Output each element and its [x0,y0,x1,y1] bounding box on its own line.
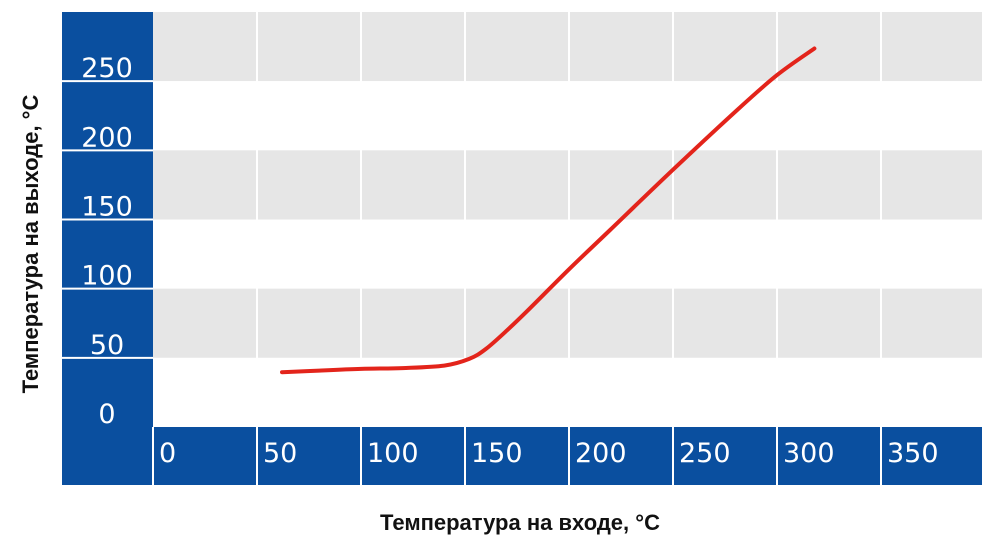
grid-band [153,81,982,151]
x-tick-label: 350 [887,438,939,469]
x-tick-label: 100 [367,438,419,469]
x-tick-label: 150 [471,438,523,469]
y-tick-label: 200 [81,122,133,153]
y-axis-band: 0 50 100 150 200 250 [62,12,153,430]
y-tick-label: 100 [81,261,133,292]
y-axis-title: Температура на выходе, °C [18,95,43,394]
x-axis-band: 0 50 100 150 200 250 300 350 [62,427,982,485]
plot-bands [153,12,982,427]
x-tick-label: 300 [783,438,835,469]
y-tick-label: 50 [90,330,124,361]
x-tick-label: 250 [679,438,731,469]
y-tick-label: 150 [81,192,133,223]
series-layer [280,46,817,375]
y-tick-label: 0 [98,399,115,430]
gridlines [256,12,882,427]
series-line [280,46,817,375]
x-tick-label: 0 [159,438,176,469]
grid-band [153,150,982,220]
x-tick-label: 200 [575,438,627,469]
grid-band [153,288,982,358]
x-axis-title: Температура на входе, °C [380,510,660,535]
grid-band [153,357,982,427]
x-tick-label: 50 [263,438,297,469]
x-axis-background [62,427,982,485]
grid-band [153,219,982,289]
y-tick-label: 250 [81,53,133,84]
grid-band [153,12,982,82]
